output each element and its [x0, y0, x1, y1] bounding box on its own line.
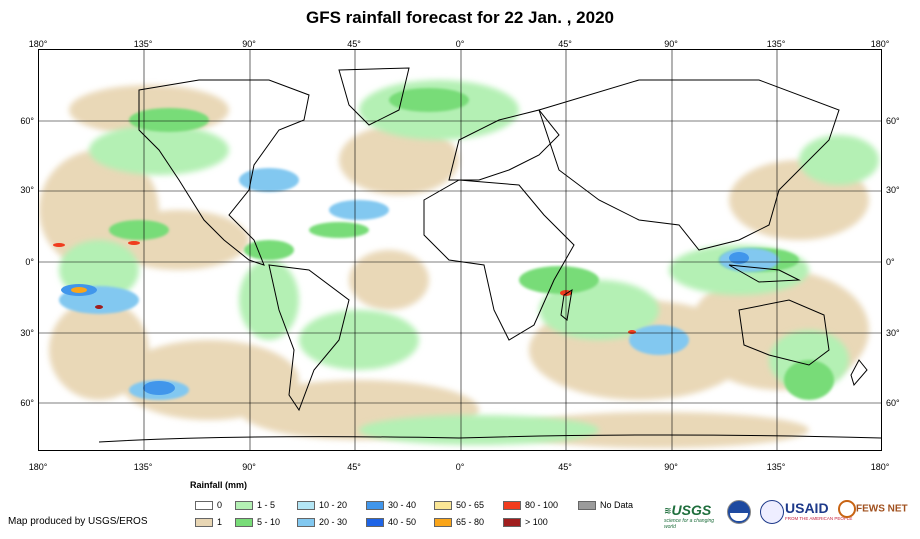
legend-swatch	[195, 518, 213, 528]
legend-item: 80 - 100	[503, 500, 558, 511]
usgs-logo: ≋USGS science for a changing world	[664, 502, 724, 530]
lat-tick-right: 30°	[886, 328, 900, 338]
legend-item: 65 - 80	[434, 517, 484, 528]
lon-tick-top: 135°	[133, 39, 153, 49]
lon-tick-top: 135°	[766, 39, 786, 49]
fewsnet-logo-text: FEWS NET	[856, 503, 908, 515]
usaid-logo-tagline: FROM THE AMERICAN PEOPLE	[785, 516, 853, 521]
legend-swatch	[366, 518, 384, 528]
legend-label: No Data	[600, 500, 634, 510]
lon-tick-top: 0°	[455, 39, 465, 49]
legend-swatch	[297, 518, 315, 528]
legend-item: 5 - 10	[235, 517, 280, 528]
lat-tick-left: 30°	[20, 328, 34, 338]
lon-tick-bottom: 135°	[133, 462, 153, 472]
lon-tick-top: 180°	[870, 39, 890, 49]
legend-item: 1	[195, 517, 222, 528]
legend-title: Rainfall (mm)	[190, 480, 248, 490]
map-title: GFS rainfall forecast for 22 Jan. , 2020	[305, 8, 615, 27]
usaid-seal-icon	[760, 500, 784, 524]
legend-item: > 100	[503, 517, 548, 528]
map-credit: Map produced by USGS/EROS	[8, 516, 148, 527]
lat-tick-left: 0°	[25, 257, 34, 267]
lat-tick-left: 60°	[20, 398, 34, 408]
lon-tick-bottom: 45°	[558, 462, 572, 472]
usgs-logo-tagline: science for a changing world	[664, 518, 715, 530]
legend-label: 40 - 50	[388, 517, 417, 527]
legend-label: 5 - 10	[257, 517, 281, 527]
lat-tick-right: 30°	[886, 185, 900, 195]
legend-swatch	[235, 501, 253, 511]
legend-label: 30 - 40	[388, 500, 417, 510]
noaa-logo	[727, 500, 751, 524]
legend-item: 50 - 65	[434, 500, 484, 511]
legend-swatch	[578, 501, 596, 511]
legend-item: 30 - 40	[366, 500, 416, 511]
lat-tick-right: 0°	[886, 257, 895, 267]
rainfall-map	[38, 49, 882, 451]
lat-tick-left: 60°	[20, 116, 34, 126]
legend-swatch	[503, 501, 521, 511]
legend-label: 50 - 65	[456, 500, 485, 510]
lon-tick-bottom: 135°	[766, 462, 786, 472]
lon-tick-top: 180°	[28, 39, 48, 49]
usgs-logo-text: USGS	[671, 502, 712, 518]
legend-item: 40 - 50	[366, 517, 416, 528]
fewsnet-globe-icon	[838, 500, 856, 518]
coastlines	[98, 67, 881, 443]
legend-label: 80 - 100	[525, 500, 559, 510]
noaa-wave-icon	[730, 513, 748, 521]
legend-item: No Data	[578, 500, 633, 511]
rain-1mm-field	[39, 85, 869, 448]
graticule	[39, 50, 881, 450]
legend-label: 65 - 80	[456, 517, 485, 527]
lon-tick-bottom: 90°	[242, 462, 256, 472]
usaid-logo-text: USAID	[785, 500, 829, 516]
lon-tick-bottom: 0°	[455, 462, 465, 472]
lon-tick-top: 45°	[558, 39, 572, 49]
legend-label: 10 - 20	[319, 500, 348, 510]
legend-swatch	[195, 501, 213, 511]
legend-swatch	[297, 501, 315, 511]
lon-tick-top: 90°	[242, 39, 256, 49]
legend-swatch	[235, 518, 253, 528]
legend-swatch	[366, 501, 384, 511]
legend-label: 20 - 30	[319, 517, 348, 527]
fewsnet-logo: FEWS NET	[838, 500, 914, 522]
legend-swatch	[503, 518, 521, 528]
lon-tick-bottom: 45°	[347, 462, 361, 472]
legend-label: > 100	[525, 517, 548, 527]
lat-tick-right: 60°	[886, 116, 900, 126]
legend-item: 10 - 20	[297, 500, 347, 511]
legend-item: 1 - 5	[235, 500, 275, 511]
lat-tick-right: 60°	[886, 398, 900, 408]
lon-tick-bottom: 90°	[664, 462, 678, 472]
map-svg	[39, 50, 881, 450]
usaid-logo: USAID FROM THE AMERICAN PEOPLE	[785, 500, 853, 522]
legend-label: 1 - 5	[257, 500, 276, 510]
legend-label: 1	[217, 517, 223, 527]
lon-tick-top: 90°	[664, 39, 678, 49]
legend-label: 0	[217, 500, 223, 510]
lon-tick-bottom: 180°	[28, 462, 48, 472]
legend-item: 20 - 30	[297, 517, 347, 528]
legend-swatch	[434, 501, 452, 511]
legend-item: 0	[195, 500, 222, 511]
lat-tick-left: 30°	[20, 185, 34, 195]
lon-tick-top: 45°	[347, 39, 361, 49]
legend-swatch	[434, 518, 452, 528]
lon-tick-bottom: 180°	[870, 462, 890, 472]
